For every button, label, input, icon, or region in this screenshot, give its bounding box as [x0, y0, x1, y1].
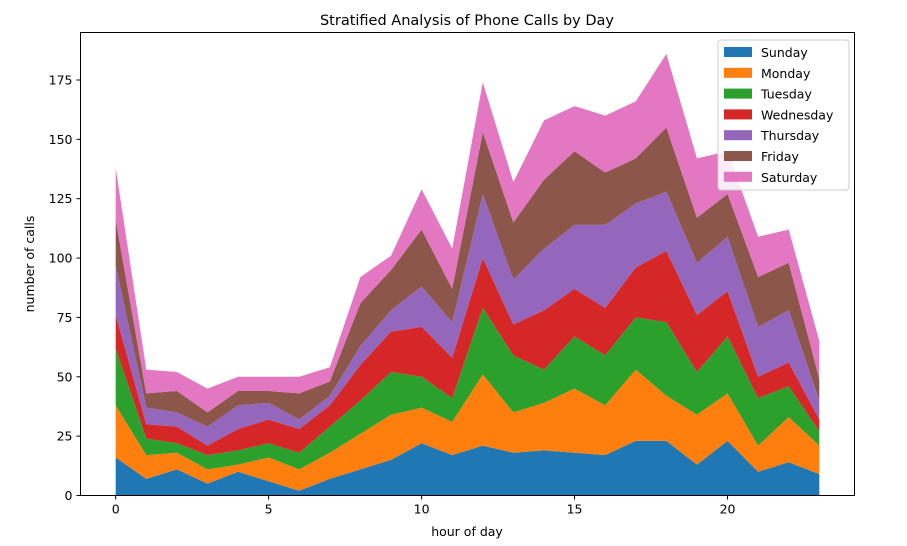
legend-swatch-tuesday — [724, 88, 752, 99]
area-sunday — [115, 440, 820, 496]
y-tick-label: 75 — [57, 310, 73, 325]
area-layers — [115, 53, 820, 496]
x-tick-label: 0 — [112, 502, 120, 517]
legend-swatch-friday — [724, 151, 752, 161]
y-tick-label: 50 — [57, 369, 73, 384]
y-axis: 0 25 50 75 100 125 150 175 — [49, 72, 81, 503]
area-saturday — [115, 53, 820, 413]
legend-swatch-thursday — [724, 130, 752, 141]
y-tick-label: 175 — [49, 72, 73, 87]
legend-swatch-sunday — [724, 47, 752, 57]
legend-label-friday: Friday — [761, 149, 799, 164]
y-tick-label: 100 — [49, 251, 73, 266]
x-tick-label: 10 — [414, 502, 430, 517]
chart-title: Stratified Analysis of Phone Calls by Da… — [320, 13, 614, 29]
y-tick-label: 150 — [49, 132, 73, 147]
plot-frame — [80, 32, 855, 496]
area-thursday — [115, 191, 820, 446]
legend-label-wednesday: Wednesday — [761, 107, 834, 122]
legend-swatch-saturday — [724, 171, 752, 182]
x-tick-label: 15 — [567, 502, 583, 517]
legend-label-thursday: Thursday — [760, 128, 820, 143]
area-monday — [115, 369, 820, 491]
legend-swatch-monday — [724, 67, 752, 78]
y-tick-label: 25 — [57, 429, 73, 444]
area-wednesday — [115, 250, 820, 456]
legend-label-monday: Monday — [761, 66, 811, 81]
y-axis-label: number of calls — [22, 216, 37, 313]
x-tick-label: 20 — [720, 502, 736, 517]
x-tick-label: 5 — [265, 502, 273, 517]
y-tick-label: 0 — [65, 488, 73, 503]
x-axis: 0 5 10 15 20 — [112, 495, 736, 517]
y-tick-label: 125 — [49, 191, 73, 206]
legend-label-saturday: Saturday — [761, 170, 818, 185]
x-axis-label: hour of day — [431, 524, 503, 539]
legend-label-sunday: Sunday — [761, 45, 808, 60]
legend: Sunday Monday Tuesday Wednesday Thursday Frid… — [717, 39, 850, 191]
area-tuesday — [115, 307, 820, 470]
legend-label-tuesday: Tuesday — [760, 87, 812, 102]
legend-swatch-wednesday — [724, 109, 752, 120]
